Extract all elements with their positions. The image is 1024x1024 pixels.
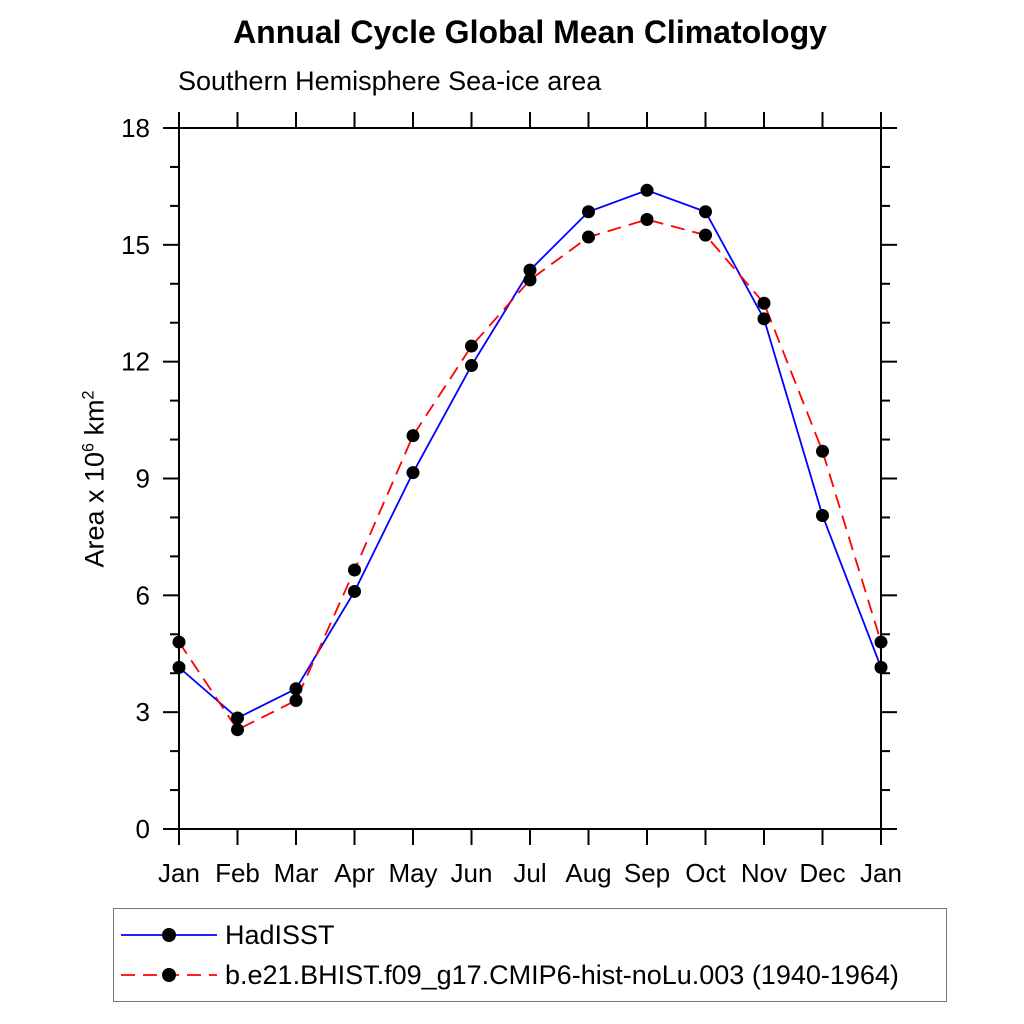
legend-line-sample-solid <box>121 928 217 942</box>
legend-entry-model: b.e21.BHIST.f09_g17.CMIP6-hist-noLu.003 … <box>119 955 946 995</box>
series-markers-0 <box>172 183 888 725</box>
x-tick-label: Mar <box>274 858 319 888</box>
data-point-marker <box>699 205 712 219</box>
data-point-marker <box>465 359 478 373</box>
data-point-marker <box>874 635 888 649</box>
y-tick-label: 9 <box>136 464 150 494</box>
x-tick-label: Feb <box>215 858 260 888</box>
data-point-marker <box>582 205 595 219</box>
y-tick-label: 6 <box>136 580 150 610</box>
y-tick-label: 0 <box>136 814 150 844</box>
y-tick-label: 15 <box>121 230 150 260</box>
x-tick-label: Jul <box>513 858 546 888</box>
data-point-marker <box>523 273 537 287</box>
data-point-marker <box>406 429 420 443</box>
data-point-marker <box>874 660 888 674</box>
x-tick-label: Dec <box>799 858 845 888</box>
x-tick-label: Nov <box>741 858 787 888</box>
x-tick-label: May <box>388 858 437 888</box>
plot-frame <box>178 127 882 830</box>
data-point-marker <box>289 693 303 707</box>
y-tick-label: 18 <box>121 113 150 143</box>
data-point-marker <box>757 296 771 310</box>
legend-label-hadisst: HadISST <box>225 919 335 950</box>
chart-title: Annual Cycle Global Mean Climatology <box>233 14 827 50</box>
data-point-marker <box>582 230 595 244</box>
data-point-marker <box>816 444 829 458</box>
legend-entry-hadisst: HadISST <box>119 915 946 955</box>
data-point-marker <box>406 466 420 480</box>
data-point-marker <box>523 263 537 277</box>
data-point-marker <box>231 723 244 737</box>
data-point-marker <box>172 635 186 649</box>
series-markers-1 <box>172 213 888 737</box>
x-tick-label: Apr <box>334 858 375 888</box>
series-line-1 <box>178 218 882 731</box>
data-point-marker <box>348 584 361 598</box>
x-tick-label: Sep <box>624 858 670 888</box>
data-point-marker <box>172 660 186 674</box>
x-tick-label: Aug <box>565 858 611 888</box>
data-point-marker <box>640 213 654 227</box>
data-point-marker <box>231 711 244 725</box>
data-point-marker <box>699 228 712 242</box>
chart-subtitle: Southern Hemisphere Sea-ice area <box>178 66 602 96</box>
x-tick-label: Jun <box>451 858 493 888</box>
y-axis-ticks: 0 3 6 9 12 15 18 <box>121 113 897 844</box>
data-point-marker <box>465 339 478 353</box>
data-point-marker <box>816 508 829 522</box>
y-tick-label: 3 <box>136 697 150 727</box>
x-tick-label: Oct <box>685 858 726 888</box>
data-point-marker <box>348 563 361 577</box>
data-point-marker <box>289 682 303 696</box>
data-point-marker <box>640 183 654 197</box>
x-tick-label: Jan <box>860 858 902 888</box>
legend: HadISST b.e21.BHIST.f09_g17.CMIP6-hist-n… <box>113 908 947 1002</box>
legend-label-model: b.e21.BHIST.f09_g17.CMIP6-hist-noLu.003 … <box>225 959 899 990</box>
y-tick-label: 12 <box>121 347 150 377</box>
data-point-marker <box>757 312 771 326</box>
x-tick-label: Jan <box>158 858 200 888</box>
x-axis-ticks: Jan Feb Mar Apr May Jun Jul Aug Sep Oct Nov Dec Jan <box>158 112 902 888</box>
legend-line-sample-dashed <box>121 968 217 982</box>
